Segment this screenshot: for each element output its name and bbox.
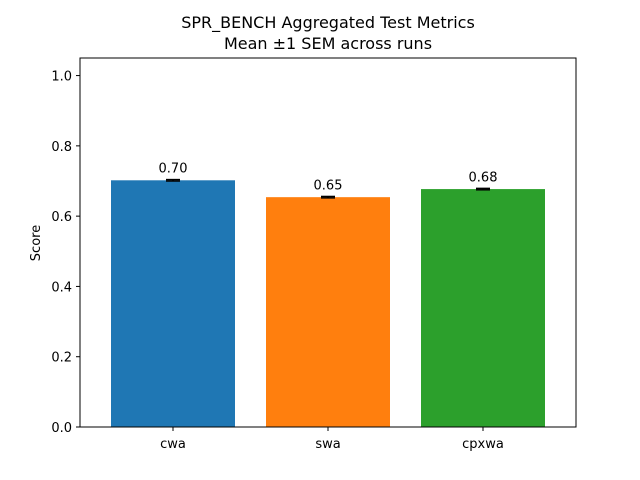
chart-subtitle: Mean ±1 SEM across runs <box>224 34 432 53</box>
data-label-cpxwa: 0.68 <box>469 170 498 185</box>
chart-title: SPR_BENCH Aggregated Test Metrics <box>181 13 475 33</box>
plot-area: 0.70 cwa 0.65 swa 0.68 cpxwa 0.0 0.2 0.4 0.6 0.8 1.… <box>51 57 577 452</box>
data-label-swa: 0.65 <box>314 178 343 193</box>
y-tick-label-3: 0.6 <box>51 210 72 225</box>
y-tick-label-2: 0.4 <box>51 280 72 295</box>
y-tick-label-0: 0.0 <box>51 421 72 436</box>
x-tick-label-cwa: cwa <box>160 437 186 452</box>
y-axis-label: Score <box>29 225 44 261</box>
x-tick-label-cpxwa: cpxwa <box>462 437 504 452</box>
data-label-cwa: 0.70 <box>159 162 188 177</box>
y-tick-label-4: 0.8 <box>51 140 72 155</box>
plot-frame <box>79 57 577 428</box>
bar-cpxwa <box>421 189 545 427</box>
y-tick-label-5: 1.0 <box>51 70 72 85</box>
bar-cwa <box>111 180 235 427</box>
bar-swa <box>266 197 390 427</box>
y-tick-label-1: 0.2 <box>51 351 72 366</box>
x-tick-label-swa: swa <box>315 437 340 452</box>
